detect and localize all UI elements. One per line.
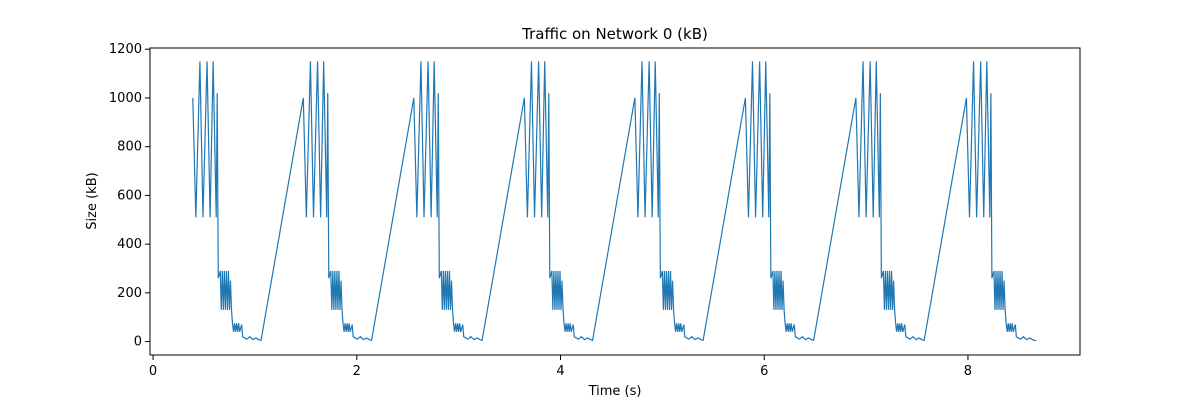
x-tick-label: 0 [149, 364, 157, 379]
y-tick-label: 800 [117, 140, 142, 155]
x-axis: 0 2 4 6 8 [149, 355, 972, 379]
x-tick-label: 6 [760, 364, 768, 379]
plot-background [150, 48, 1080, 355]
plot-frame [149, 47, 1081, 356]
y-tick-label: 1000 [109, 91, 142, 106]
y-tick-label: 200 [117, 286, 142, 301]
y-tick-label: 0 [134, 335, 142, 350]
x-axis-label: Time (s) [588, 384, 642, 399]
series-traffic [192, 61, 1037, 342]
x-tick-label: 8 [964, 364, 972, 379]
series-line [192, 61, 1037, 342]
y-tick-label: 400 [117, 237, 142, 252]
y-axis: 0 200 400 600 800 1000 1200 [109, 42, 150, 350]
x-tick-label: 2 [353, 364, 361, 379]
y-tick-label: 1200 [109, 42, 142, 57]
y-tick-label: 600 [117, 188, 142, 203]
x-tick-label: 4 [556, 364, 564, 379]
chart-title: Traffic on Network 0 (kB) [521, 25, 708, 43]
y-axis-label: Size (kB) [85, 172, 100, 229]
